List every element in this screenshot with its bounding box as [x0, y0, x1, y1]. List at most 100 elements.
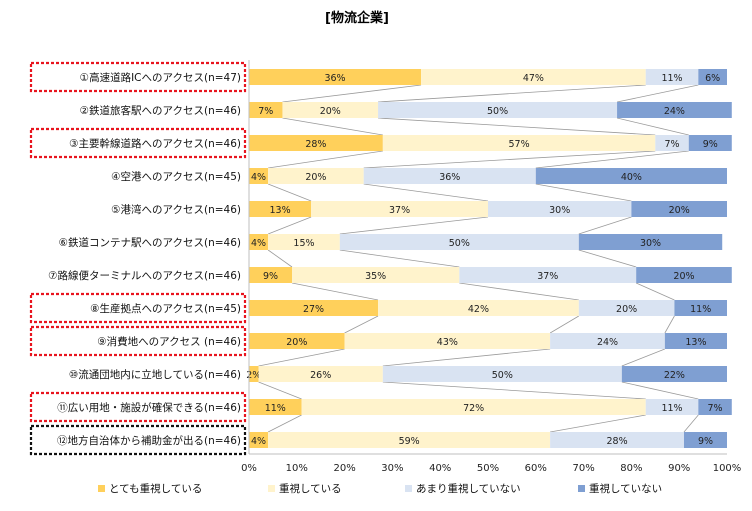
x-axis: 0% 10% 20% 30% 40% 50% 60% 70% 80% 90% 100% [241, 60, 741, 474]
connector-line [550, 414, 646, 433]
bar-segment [459, 267, 637, 283]
category-label: ⑦路線便ターミナルへのアクセス(n=46) [48, 269, 241, 282]
category-label: ⑧生産拠点へのアクセス(n=45) [90, 302, 241, 315]
bar-segment [249, 399, 302, 415]
data-label: 72% [463, 403, 484, 414]
bar-segment [249, 168, 269, 184]
data-label: 11% [690, 304, 711, 315]
data-label: 9% [263, 271, 278, 282]
connector-line [267, 183, 312, 202]
bar-segment [631, 201, 727, 217]
connector-line [683, 414, 699, 433]
connector-line [621, 381, 699, 400]
data-label: 28% [606, 436, 627, 447]
data-label: 20% [305, 172, 326, 183]
data-label: 40% [621, 172, 642, 183]
bar-segment [621, 366, 727, 382]
data-label: 50% [449, 238, 470, 249]
data-label: 24% [664, 106, 685, 117]
legend-label: とても重視している [109, 482, 202, 495]
x-tick-label: 50% [477, 463, 499, 474]
data-label: 28% [305, 139, 326, 150]
legend-swatch [405, 485, 412, 492]
bar-segment [249, 333, 345, 349]
data-label: 35% [365, 271, 386, 282]
bar-segment [249, 267, 293, 283]
bar-segment [421, 69, 646, 85]
x-tick-label: 80% [620, 463, 642, 474]
connector-line [382, 381, 646, 400]
data-label: 42% [468, 304, 489, 315]
data-label: 22% [664, 370, 685, 381]
legend-label: 重視していない [589, 482, 662, 495]
bar-segment [292, 267, 460, 283]
bar-segment [268, 432, 551, 448]
data-label: 4% [251, 172, 266, 183]
data-label: 37% [537, 271, 558, 282]
x-tick-label: 20% [333, 463, 355, 474]
data-label: 7% [258, 106, 273, 117]
data-label: 9% [698, 436, 713, 447]
data-label: 4% [251, 436, 266, 447]
connector-line [339, 216, 489, 235]
bar-segment [268, 234, 340, 250]
data-label: 27% [303, 304, 324, 315]
bar-segment [578, 234, 723, 250]
connector-line [621, 348, 666, 367]
data-label: 20% [286, 337, 307, 348]
highlight-box [29, 61, 247, 93]
x-tick-label: 0% [241, 463, 257, 474]
connector-line [258, 348, 345, 367]
category-label: ⑨消費地へのアクセス (n=46) [97, 335, 241, 348]
data-label: 57% [509, 139, 530, 150]
connector-line [616, 84, 699, 103]
data-label: 24% [597, 337, 618, 348]
bar-segment [249, 201, 312, 217]
bar-segment [550, 333, 665, 349]
highlight-box [29, 325, 247, 357]
connector-line [268, 150, 383, 169]
data-label: 43% [437, 337, 458, 348]
bar-segment [363, 168, 536, 184]
connector-line [636, 282, 675, 301]
bar-segment [674, 300, 727, 316]
bar-segment [382, 135, 656, 151]
legend-swatch [98, 485, 105, 492]
bar-segment [664, 333, 727, 349]
legend-label: あまり重視していない [416, 482, 521, 495]
legend: とても重視している 重視している あまり重視していない 重視していない [98, 482, 662, 495]
category-label: ⑤港湾へのアクセス(n=46) [111, 203, 241, 216]
connector-line [258, 381, 302, 400]
legend-swatch [268, 485, 275, 492]
connector-line [549, 315, 580, 334]
highlight-box [29, 292, 247, 324]
category-label: ⑫地方自治体から補助金が出る(n=46) [57, 434, 241, 447]
bar-segment [301, 399, 646, 415]
data-label: 47% [523, 73, 544, 84]
bar-segment [378, 102, 618, 118]
legend-swatch [578, 485, 585, 492]
highlight-box [29, 424, 247, 456]
highlight-box [29, 127, 247, 159]
bar-segment [339, 234, 579, 250]
bar-segment [258, 366, 383, 382]
connector-line [267, 216, 312, 235]
series-connector-lines [258, 84, 699, 433]
bar-segment [282, 102, 379, 118]
data-label: 30% [640, 238, 661, 249]
x-tick-label: 70% [572, 463, 594, 474]
bar-segment [535, 168, 727, 184]
bar-segment [378, 300, 579, 316]
x-tick-label: 40% [429, 463, 451, 474]
connector-line [291, 282, 379, 301]
data-label: 37% [389, 205, 410, 216]
data-label: 7% [708, 403, 723, 414]
x-tick-label: 10% [286, 463, 308, 474]
connector-line [382, 348, 551, 367]
category-label: ⑩流通団地内に立地している(n=46) [69, 368, 241, 381]
bar-segment [249, 366, 259, 382]
connector-line [363, 150, 656, 169]
category-label: ③主要幹線道路へのアクセス(n=46) [69, 137, 241, 150]
data-label: 11% [265, 403, 286, 414]
